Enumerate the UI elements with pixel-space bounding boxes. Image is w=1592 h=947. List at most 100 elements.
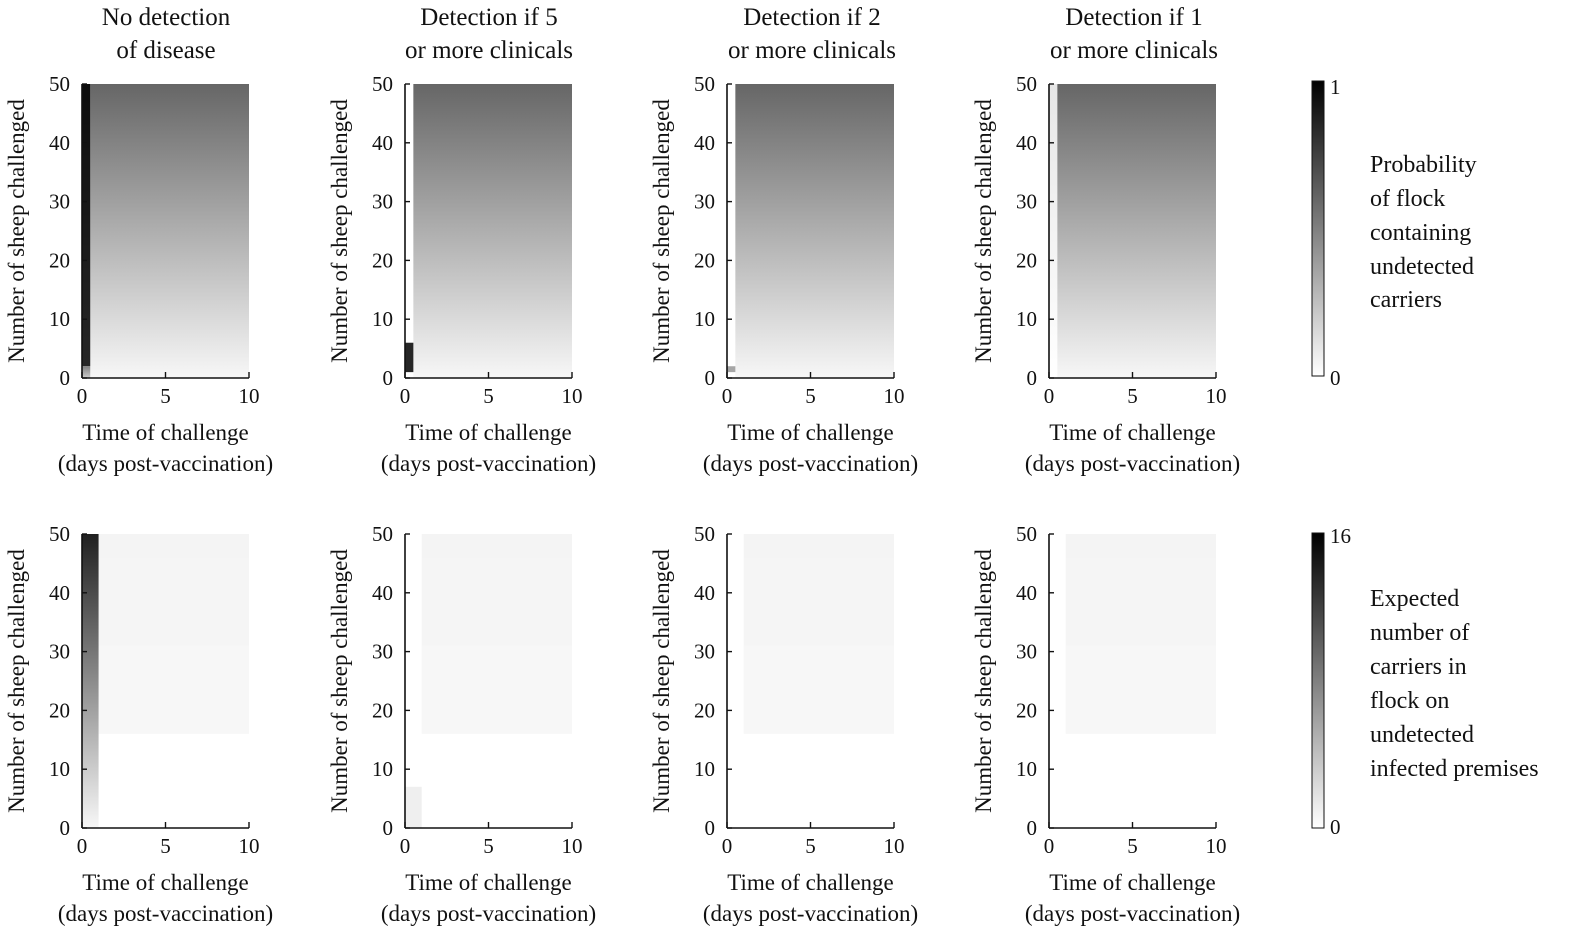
heatmap-cell-r2-c4-1: [1065, 557, 1216, 646]
y-tick-label: 20: [694, 698, 715, 722]
x-tick-label: 10: [239, 834, 260, 858]
y-tick-label: 0: [705, 816, 716, 840]
colorbar-probability-label-line-3: containing: [1370, 220, 1471, 246]
x-tick-label: 5: [805, 834, 816, 858]
colorbar-expected-carriers: 16 0 Expected number of carriers in floc…: [1311, 524, 1539, 839]
y-tick-label: 40: [694, 581, 715, 605]
heatmap-cell-r1-c3-1: [727, 366, 741, 373]
x-tick-label: 5: [1127, 384, 1138, 408]
heatmap-cell-r1-c1-1: [82, 366, 91, 378]
column-title-3-line-2: or more clinicals: [728, 37, 896, 64]
y-axis-label: Number of sheep challenged: [971, 549, 996, 813]
heatmap-panel-r2-c2: 0 5 10 0 10 20 30 40 50 Time of challenge (days po…: [327, 522, 596, 926]
y-tick-label: 10: [694, 757, 715, 781]
x-tick-label: 0: [77, 384, 88, 408]
y-tick-label: 40: [694, 131, 715, 155]
y-tick-label: 50: [1016, 72, 1037, 96]
heatmap-cell-r2-c2-3: [421, 534, 572, 558]
heatmap-panel-r1-c1: 0 5 10 0 10 20 30 40 50 Time of challenge (days po…: [4, 72, 273, 476]
y-tick-label: 40: [1016, 131, 1037, 155]
x-axis-label-line-1: Time of challenge: [405, 870, 572, 895]
x-axis-label-line-1: Time of challenge: [727, 420, 894, 445]
colorbar-probability-label-line-5: carriers: [1370, 287, 1442, 313]
x-axis-label-line-1: Time of challenge: [1049, 420, 1216, 445]
x-axis-label-line-2: (days post-vaccination): [703, 451, 918, 476]
y-tick-label: 20: [372, 698, 393, 722]
y-tick-label: 40: [49, 581, 70, 605]
x-axis-label-line-1: Time of challenge: [82, 870, 249, 895]
y-tick-label: 10: [1016, 757, 1037, 781]
y-tick-label: 10: [372, 757, 393, 781]
y-tick-label: 50: [49, 72, 70, 96]
y-tick-label: 40: [372, 131, 393, 155]
heatmap-cell-r2-c2-0: [405, 786, 422, 828]
y-axis-label: Number of sheep challenged: [4, 99, 29, 363]
y-tick-label: 0: [705, 366, 716, 390]
colorbar-expected-carriers-label-line-5: undetected: [1370, 722, 1474, 748]
colorbar-probability-max-label: 1: [1330, 75, 1341, 99]
y-axis-label: Number of sheep challenged: [971, 99, 996, 363]
column-title-2-line-1: Detection if 5: [420, 4, 557, 31]
heatmap-panel-r1-c4: 0 5 10 0 10 20 30 40 50 Time of challenge (days po…: [971, 72, 1240, 476]
heatmap-cell-r2-c2-2: [421, 557, 572, 646]
y-tick-label: 40: [372, 581, 393, 605]
heatmap-cell-r2-c1-0: [82, 534, 99, 828]
x-axis-label-line-2: (days post-vaccination): [1025, 451, 1240, 476]
heatmap-cell-r1-c3-0: [727, 84, 736, 361]
x-axis-label-line-2: (days post-vaccination): [703, 901, 918, 926]
column-title-4-line-1: Detection if 1: [1065, 4, 1202, 31]
heatmap-cell-r2-c1-4: [98, 534, 249, 558]
x-axis-label-line-1: Time of challenge: [1049, 870, 1216, 895]
y-axis-label: Number of sheep challenged: [649, 99, 674, 363]
y-tick-label: 10: [1016, 307, 1037, 331]
heatmap-cell-r2-c4-2: [1065, 534, 1216, 558]
y-tick-label: 10: [49, 757, 70, 781]
y-tick-label: 50: [1016, 522, 1037, 546]
x-tick-label: 10: [884, 834, 905, 858]
x-tick-label: 5: [160, 384, 171, 408]
x-tick-label: 5: [160, 834, 171, 858]
x-tick-label: 10: [562, 384, 583, 408]
x-tick-label: 0: [722, 384, 733, 408]
x-tick-label: 0: [722, 834, 733, 858]
x-axis-label-line-2: (days post-vaccination): [58, 901, 273, 926]
y-tick-label: 40: [1016, 581, 1037, 605]
x-tick-label: 5: [483, 384, 494, 408]
heatmap-cell-r1-c1-2: [90, 84, 249, 378]
heatmap-cell-r2-c1-2: [98, 645, 249, 734]
heatmap-panel-r1-c3: 0 5 10 0 10 20 30 40 50 Time of challenge (days po…: [649, 72, 918, 476]
column-title-4-line-2: or more clinicals: [1050, 37, 1218, 64]
x-axis-label-line-2: (days post-vaccination): [1025, 901, 1240, 926]
y-tick-label: 30: [694, 190, 715, 214]
x-axis-label-line-1: Time of challenge: [727, 870, 894, 895]
x-axis-label-line-1: Time of challenge: [82, 420, 249, 445]
y-tick-label: 20: [694, 248, 715, 272]
colorbar-expected-carriers-label-line-4: flock on: [1370, 688, 1449, 714]
heatmap-cell-r1-c3-2: [735, 84, 894, 378]
y-axis-label: Number of sheep challenged: [327, 549, 352, 813]
heatmap-panel-r1-c2: 0 5 10 0 10 20 30 40 50 Time of challenge (days po…: [327, 72, 596, 476]
colorbar-expected-carriers-label-line-2: number of: [1370, 620, 1469, 646]
heatmap-cell-r2-c1-3: [98, 557, 249, 646]
y-axis-label: Number of sheep challenged: [327, 99, 352, 363]
y-tick-label: 30: [49, 640, 70, 664]
x-axis-label-line-2: (days post-vaccination): [58, 451, 273, 476]
x-tick-label: 0: [77, 834, 88, 858]
y-tick-label: 0: [60, 366, 71, 390]
heatmap-panel-r2-c1: 0 5 10 0 10 20 30 40 50 Time of challenge (days po…: [4, 522, 273, 926]
x-tick-label: 0: [400, 834, 411, 858]
column-title-1-line-2: of disease: [116, 37, 215, 64]
heatmap-cell-r2-c3-1: [743, 557, 894, 646]
y-tick-label: 20: [1016, 248, 1037, 272]
x-axis-label-line-2: (days post-vaccination): [381, 901, 596, 926]
y-tick-label: 40: [49, 131, 70, 155]
y-tick-label: 20: [372, 248, 393, 272]
colorbar-expected-carriers-label-line-6: infected premises: [1370, 756, 1539, 782]
column-title-3-line-1: Detection if 2: [743, 4, 880, 31]
heatmap-panel-r2-c3: 0 5 10 0 10 20 30 40 50 Time of challenge (days po…: [649, 522, 918, 926]
colorbar-expected-carriers-label-line-1: Expected: [1370, 586, 1459, 612]
y-tick-label: 0: [383, 366, 394, 390]
colorbar-expected-carriers-max-label: 16: [1330, 524, 1351, 548]
